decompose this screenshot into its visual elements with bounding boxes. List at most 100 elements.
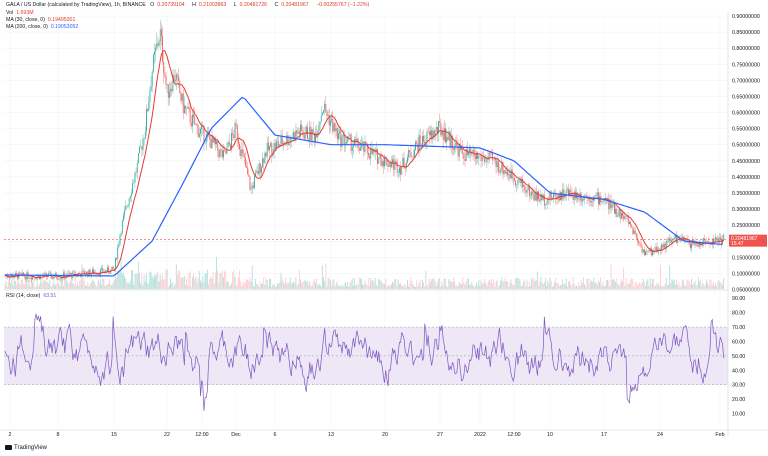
volume-bar [285, 277, 286, 289]
candle-body [601, 201, 603, 203]
volume-bar [447, 286, 449, 289]
candle-body [128, 198, 130, 205]
volume-bar [662, 285, 664, 289]
candle-body [172, 75, 174, 92]
volume-bar [265, 277, 267, 289]
candle-body [633, 230, 635, 235]
volume-bar [273, 283, 275, 289]
candle-body [447, 137, 449, 141]
candle-body [167, 84, 169, 98]
candle-body [354, 138, 355, 146]
volume-bar [648, 285, 650, 289]
candle-body [717, 238, 719, 243]
volume-bar [120, 258, 122, 289]
candle-body [236, 124, 238, 140]
volume-bar [666, 284, 668, 289]
candle-body [450, 136, 452, 147]
volume-bar [210, 276, 212, 289]
volume-bar [720, 282, 722, 289]
volume-bar [540, 277, 542, 289]
volume-bar [148, 282, 150, 289]
volume-bar [21, 279, 23, 289]
volume-bar [678, 282, 680, 289]
volume-bar [280, 272, 282, 289]
volume-bar [57, 281, 59, 289]
candle-body [351, 147, 353, 152]
volume-bar [16, 284, 17, 289]
volume-bar [242, 282, 244, 289]
volume-bar [525, 286, 527, 289]
volume-bar [105, 284, 107, 289]
volume-bar [82, 277, 84, 289]
candle-body [232, 133, 234, 136]
volume-bar [535, 279, 537, 289]
volume-bar [134, 274, 136, 289]
candle-body [626, 216, 628, 218]
volume-bar [704, 284, 706, 289]
volume-bar [149, 271, 151, 289]
volume-bar [212, 272, 214, 289]
volume-bar [203, 282, 205, 289]
price-tick-label: 0.45000000 [732, 159, 760, 165]
candle-body [315, 133, 316, 142]
volume-bar [302, 282, 304, 289]
volume-bar [413, 286, 415, 289]
volume-bar [340, 286, 342, 289]
volume-bar [584, 284, 585, 289]
volume-bar [239, 270, 240, 289]
volume-bar [219, 273, 221, 289]
volume-bar [620, 279, 622, 289]
candle-body [561, 192, 562, 200]
volume-bar [471, 281, 473, 289]
candle-body [458, 144, 460, 157]
volume-bar [79, 280, 81, 289]
candle-body [534, 191, 536, 201]
volume-bar [637, 285, 638, 289]
volume-bar [55, 285, 56, 289]
volume-bar [275, 286, 277, 289]
candle-body [120, 233, 122, 236]
candle-body [118, 244, 120, 248]
volume-bar [605, 279, 607, 289]
volume-bar [66, 281, 68, 289]
volume-bar [27, 284, 29, 289]
volume-bar [43, 279, 45, 289]
symbol-legend: GALA / US Dollar (calculated by TradingV… [6, 2, 372, 9]
volume-bar [157, 271, 159, 289]
volume-bar [247, 279, 249, 289]
volume-bar [384, 284, 385, 289]
candle-body [250, 187, 252, 190]
volume-bar [175, 264, 177, 289]
candle-body [642, 249, 644, 253]
volume-bar [12, 285, 14, 289]
tradingview-brand[interactable]: TradingView [5, 445, 47, 451]
rsi-tick-label: 30.00 [732, 383, 745, 389]
volume-bar [188, 272, 190, 289]
volume-bar [555, 278, 557, 289]
volume-bar [93, 280, 94, 289]
volume-bar [11, 277, 13, 289]
rsi-axis[interactable]: 90.00 80.00 70.00 60.00 50.00 40.00 30.00 20.00… [732, 296, 745, 417]
volume-bar [436, 282, 438, 289]
candle-body [723, 234, 725, 240]
candle-body [173, 75, 175, 82]
volume-bar [479, 285, 481, 289]
candle-body [671, 239, 673, 243]
candle-body [181, 93, 183, 101]
volume-bar [603, 286, 605, 289]
volume-bar [281, 277, 283, 289]
candle-body [225, 150, 227, 154]
candle-body [664, 243, 666, 249]
time-axis[interactable]: 2 8 15 22 12:00 Dec 6 13 20 27 2022 12:00 10 17 24 Feb [9, 432, 725, 438]
candle-body [52, 276, 54, 279]
price-tick-label: 0.30000000 [732, 207, 760, 213]
volume-bar [288, 283, 290, 289]
volume-bar [556, 282, 558, 289]
candle-body [150, 86, 152, 91]
candle-body [190, 122, 192, 126]
volume-bar [250, 281, 252, 289]
volume-bar [95, 284, 97, 289]
volume-bar [612, 279, 614, 289]
price-axis[interactable]: 0.90000000 0.85000000 0.80000000 0.75000000… [732, 14, 760, 293]
